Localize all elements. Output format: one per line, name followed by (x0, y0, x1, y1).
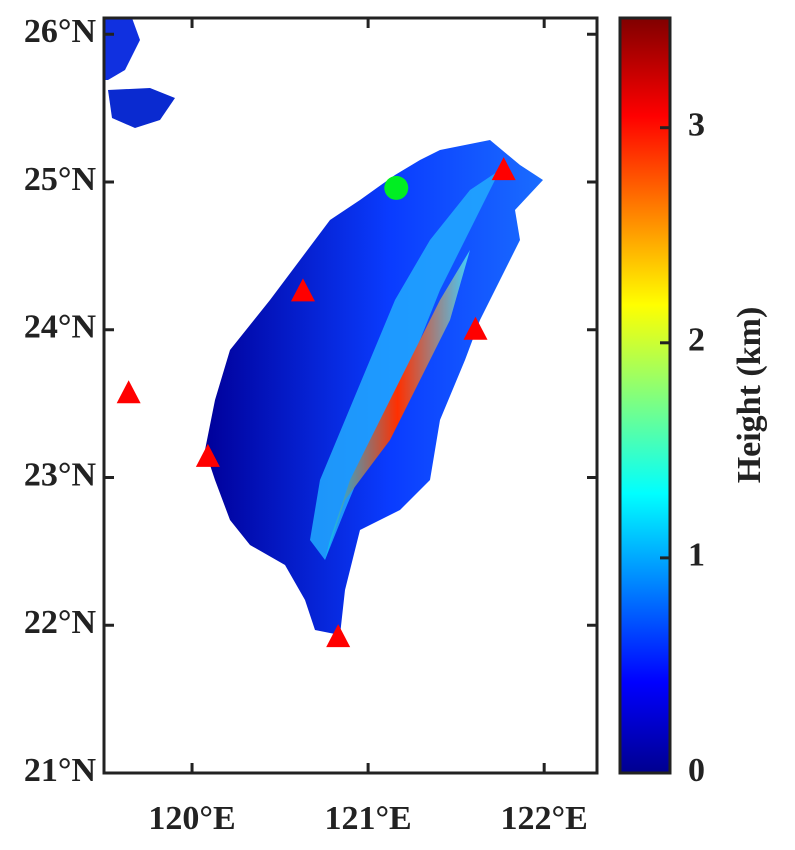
y-tick-label: 22°N (24, 604, 97, 641)
station-marker (116, 380, 141, 404)
station-marker (463, 316, 488, 340)
map-frame (102, 16, 599, 775)
x-tick-label: 120°E (148, 800, 235, 837)
x-tick-label: 121°E (324, 800, 411, 837)
colorbar-tick-label: 1 (688, 537, 705, 574)
y-tick-label: 25°N (24, 161, 97, 198)
station-marker (195, 443, 220, 467)
x-tick-label: 122°E (501, 800, 588, 837)
station-marker (326, 624, 351, 648)
colorbar-tick-label: 2 (688, 322, 705, 359)
site-marker (384, 175, 409, 200)
colorbar (618, 16, 672, 775)
colorbar-tick-label: 0 (688, 752, 705, 789)
terrain (104, 18, 543, 635)
y-tick-label: 21°N (24, 752, 97, 789)
station-marker (491, 157, 516, 181)
station-marker (290, 278, 315, 302)
colorbar-tick-label: 3 (688, 106, 705, 143)
y-tick-label: 24°N (24, 309, 97, 346)
y-tick-label: 26°N (24, 13, 97, 50)
colorbar-label: Height (km) (731, 307, 768, 484)
y-tick-label: 23°N (24, 456, 97, 493)
